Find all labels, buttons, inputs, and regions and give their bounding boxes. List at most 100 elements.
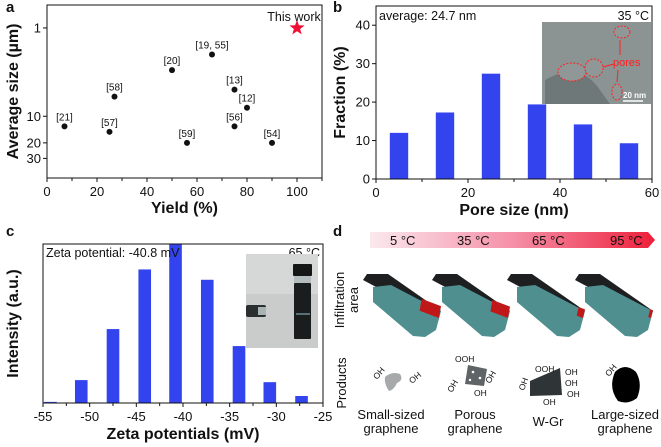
chart-a-x-axis-label: Yield (%) — [151, 200, 218, 217]
chart-b-bar — [573, 124, 593, 179]
svg-text:OH: OH — [543, 397, 556, 407]
temperature-gradient-arrow — [370, 232, 655, 248]
chart-a-data-point — [231, 123, 238, 130]
tem-inset-image: pores 20 nm — [542, 22, 651, 104]
svg-text:OOH: OOH — [455, 354, 474, 364]
chart-b-bar — [527, 104, 547, 179]
chart-a-this-work-label: This work — [267, 10, 321, 24]
chart-a-y-tick-label: 30 — [27, 151, 41, 166]
chart-c-x-tick-label: -25 — [314, 409, 333, 424]
chart-c-x-tick-label: -35 — [220, 409, 239, 424]
chart-c-x-tick-label: -50 — [80, 409, 99, 424]
chart-c-bar — [106, 329, 120, 403]
chart-a-y-axis-label: Average size (µm) — [5, 24, 22, 160]
chart-c-bar — [44, 401, 57, 403]
chart-a-y-tick-label: 10 — [27, 109, 41, 124]
pores-label: pores — [613, 57, 641, 69]
chart-b-bar — [389, 132, 409, 179]
chart-a-point-label: [58] — [106, 83, 123, 94]
chart-b-pore-size: 0 20 40 60 0 10 20 30 40 Pore size (nm) Fraction (… — [332, 5, 659, 219]
svg-text:OH: OH — [407, 370, 423, 386]
chart-c-x-tick-label: -45 — [127, 409, 146, 424]
chart-a-x-tick-label: 80 — [240, 184, 254, 199]
chart-a-point-label: [20] — [164, 56, 181, 67]
chart-a-point-label: [56] — [226, 112, 243, 123]
porous-graphene-icon: OOH OH OH OH — [445, 354, 498, 398]
infiltration-tool-icon — [507, 274, 585, 337]
chart-a-point-label: [13] — [226, 76, 243, 87]
chart-b-bar — [435, 112, 455, 179]
chart-c-bar — [200, 279, 214, 403]
chart-b-x-axis-label: Pore size (nm) — [459, 202, 568, 219]
chart-a-data-point — [209, 51, 215, 58]
chart-b-y-tick-label: 20 — [356, 95, 370, 110]
product-label: W-Gr — [533, 414, 564, 429]
chart-b-y-tick-label: 0 — [363, 172, 370, 187]
chart-a-data-point — [244, 104, 250, 111]
chart-b-x-tick-label: 20 — [461, 185, 475, 200]
chart-c-x-axis-label: Zeta potentials (mV) — [107, 426, 260, 443]
chart-c-bar — [263, 382, 277, 403]
chart-c-bar — [138, 269, 152, 403]
temperature-label: 65 °C — [532, 233, 565, 248]
chart-c-bar — [232, 346, 246, 403]
chart-a-this-work-star — [289, 19, 305, 35]
panel-label-b: b — [333, 0, 342, 16]
chart-a-data-point — [269, 139, 275, 146]
large-sized-graphene-icon: OH — [603, 362, 640, 403]
diagram-d: 5 °C 35 °C 65 °C 95 °C Infiltration area… — [332, 232, 659, 436]
infiltration-tool-icon — [363, 274, 441, 337]
chart-a-data-point — [111, 93, 118, 100]
svg-text:OH: OH — [516, 376, 530, 391]
chart-b-average-annotation: average: 24.7 nm — [379, 9, 476, 23]
chart-c-bar — [295, 396, 308, 403]
product-label: Large-sized — [591, 407, 659, 422]
chart-b-y-tick-label: 40 — [356, 18, 370, 33]
chart-a-point-label: [21] — [56, 112, 73, 123]
vial-photo-inset — [246, 254, 318, 348]
chart-b-x-tick-label: 40 — [553, 185, 567, 200]
chart-a-data-point — [231, 86, 238, 93]
chart-a-y-tick-label: 1 — [34, 20, 41, 35]
chart-b-y-tick-label: 10 — [356, 133, 370, 148]
row-label-area: area — [346, 286, 361, 313]
chart-b-bar — [481, 73, 501, 179]
temperature-label: 5 °C — [390, 233, 415, 248]
chart-b-x-tick-label: 0 — [372, 185, 379, 200]
chart-a-data-point — [169, 67, 175, 74]
chart-a-x-tick-label: 60 — [190, 184, 204, 199]
infiltration-area-marker — [419, 298, 441, 318]
panel-label-d: d — [333, 223, 342, 240]
panel-label-a: a — [6, 0, 15, 16]
chart-a-data-point — [106, 128, 113, 135]
w-gr-icon: OOH OH OH OH OH OH — [516, 364, 579, 407]
chart-a-point-label: [12] — [239, 94, 256, 105]
infiltration-area-marker — [576, 307, 585, 318]
product-label: graphene — [364, 421, 419, 436]
chart-a-x-tick-label: 100 — [286, 184, 308, 199]
chart-c-zeta-annotation: Zeta potential: -40.8 mV — [46, 246, 180, 260]
product-label: Small-sized — [357, 407, 424, 422]
chart-a-point-label: [54] — [264, 129, 281, 140]
svg-text:OH: OH — [474, 388, 487, 398]
svg-text:OH: OH — [445, 378, 460, 394]
product-label: graphene — [448, 421, 503, 436]
row-label-infiltration: Infiltration — [332, 272, 347, 328]
row-label-products: Products — [334, 357, 349, 409]
chart-a-y-tick-label: 20 — [27, 135, 41, 150]
scale-bar-label: 20 nm — [623, 91, 646, 100]
small-sized-graphene-icon: OH OH — [371, 365, 423, 391]
chart-a-x-tick-label: 40 — [140, 184, 154, 199]
chart-a-point-label: [59] — [179, 129, 196, 140]
chart-a-point-label: [19, 55] — [195, 41, 229, 52]
svg-text:OH: OH — [371, 365, 387, 381]
chart-b-temperature-annotation: 35 °C — [618, 9, 649, 23]
infiltration-area-marker — [648, 309, 653, 318]
chart-a-point-label: [57] — [101, 118, 118, 129]
infiltration-tool-icon — [575, 274, 653, 337]
chart-c-y-axis-label: Intensity (a.u.) — [5, 269, 22, 377]
svg-text:OH: OH — [567, 389, 580, 399]
chart-a-x-tick-label: 20 — [90, 184, 104, 199]
temperature-label: 35 °C — [457, 233, 490, 248]
